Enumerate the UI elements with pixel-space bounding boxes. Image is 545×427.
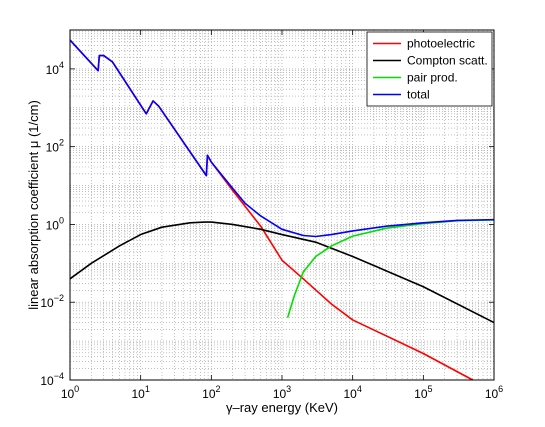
legend-label: Compton scatt. [407, 54, 488, 68]
axis-ticks [69, 30, 495, 381]
x-axis-label: γ–ray energy (KeV) [226, 400, 338, 415]
y-tick-label: 102 [46, 138, 64, 155]
x-tick-label: 102 [202, 384, 220, 401]
legend-label: photoelectric [407, 37, 475, 51]
series-line-total [69, 39, 495, 238]
y-tick-label-exponent: 0 [59, 215, 64, 225]
x-tick-label-base: 10 [202, 387, 216, 401]
series-layer [69, 39, 495, 381]
y-tick-label-exponent: 2 [59, 138, 64, 148]
y-tick-label-exponent: 4 [59, 60, 64, 70]
y-tick-label-exponent: −2 [54, 293, 64, 303]
y-tick-label: 104 [46, 60, 64, 77]
x-tick-label: 100 [61, 384, 79, 401]
legend-box [366, 31, 493, 107]
x-tick-label-exponent: 4 [357, 384, 362, 394]
x-tick-label-base: 10 [343, 387, 357, 401]
y-tick-label-exponent: −4 [54, 371, 64, 381]
x-tick-label: 104 [343, 384, 361, 401]
legend-label: total [407, 88, 430, 102]
x-tick-label: 105 [414, 384, 432, 401]
legend-label: pair prod. [407, 71, 458, 85]
y-tick-label-base: 10 [46, 218, 60, 232]
y-tick-label: 10−2 [40, 293, 64, 310]
grid-lines [70, 30, 494, 380]
x-tick-label-base: 10 [485, 387, 499, 401]
x-tick-label-base: 10 [131, 387, 145, 401]
x-tick-label: 106 [485, 384, 503, 401]
y-tick-label-base: 10 [40, 374, 54, 388]
x-tick-label-base: 10 [61, 387, 75, 401]
x-tick-label-exponent: 1 [145, 384, 150, 394]
x-tick-label-exponent: 3 [286, 384, 291, 394]
y-tick-label-base: 10 [40, 296, 54, 310]
legend: photoelectric Compton scatt. pair prod. tot… [366, 31, 493, 107]
x-tick-label-base: 10 [414, 387, 428, 401]
x-tick-label: 101 [131, 384, 149, 401]
x-tick-label-base: 10 [273, 387, 287, 401]
x-tick-label-exponent: 0 [74, 384, 79, 394]
y-axis-label: linear absorption coefficient μ (1/cm) [26, 100, 41, 310]
y-tick-label-base: 10 [46, 63, 60, 77]
x-tick-label-exponent: 6 [498, 384, 503, 394]
x-tick-label-exponent: 2 [216, 384, 221, 394]
x-tick-label-exponent: 5 [428, 384, 433, 394]
y-tick-label-base: 10 [46, 141, 60, 155]
x-tick-label: 103 [273, 384, 291, 401]
series-line-compton-scatt [69, 221, 495, 324]
y-tick-label: 10−4 [40, 371, 64, 388]
y-tick-label: 100 [46, 215, 64, 232]
